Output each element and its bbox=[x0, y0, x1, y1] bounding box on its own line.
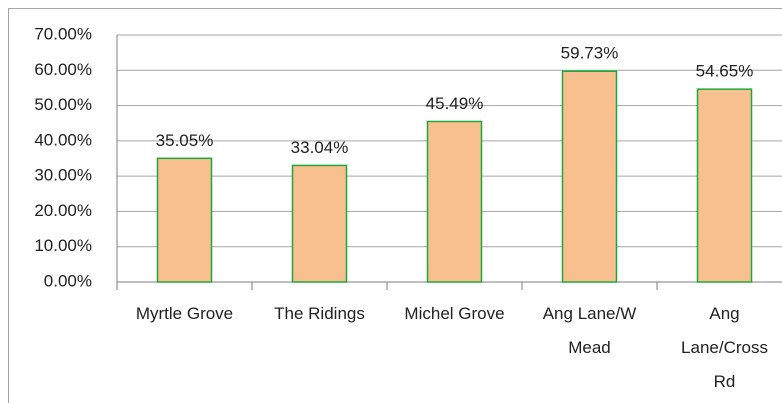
bar bbox=[156, 157, 213, 283]
bar bbox=[561, 70, 618, 283]
value-label: 45.49% bbox=[426, 94, 484, 113]
chart-border bbox=[8, 8, 782, 403]
y-tick-label: 10.00% bbox=[34, 236, 92, 255]
x-tick-label: Michel Grove bbox=[404, 304, 505, 323]
y-tick-label: 40.00% bbox=[34, 130, 92, 149]
x-tick-label: Myrtle Grove bbox=[135, 304, 234, 323]
value-label: 35.05% bbox=[156, 131, 214, 150]
y-tick-label: 20.00% bbox=[34, 201, 92, 220]
value-label: 54.65% bbox=[696, 62, 754, 81]
value-label: 33.04% bbox=[291, 138, 349, 157]
y-tick-label: 0.00% bbox=[44, 271, 92, 290]
x-tick-label: Ang Lane/W Mead bbox=[542, 304, 637, 357]
y-tick-label: 70.00% bbox=[34, 24, 92, 43]
bar bbox=[696, 88, 753, 283]
y-tick-label: 60.00% bbox=[34, 60, 92, 79]
x-tick-label: Ang Lane/Cross Rd bbox=[681, 304, 768, 391]
x-tick-label: The Ridings bbox=[274, 304, 365, 323]
y-tick-label: 50.00% bbox=[34, 95, 92, 114]
bar bbox=[291, 164, 348, 283]
value-label: 59.73% bbox=[561, 44, 619, 63]
bar bbox=[426, 120, 483, 283]
y-tick-label: 30.00% bbox=[34, 166, 92, 185]
